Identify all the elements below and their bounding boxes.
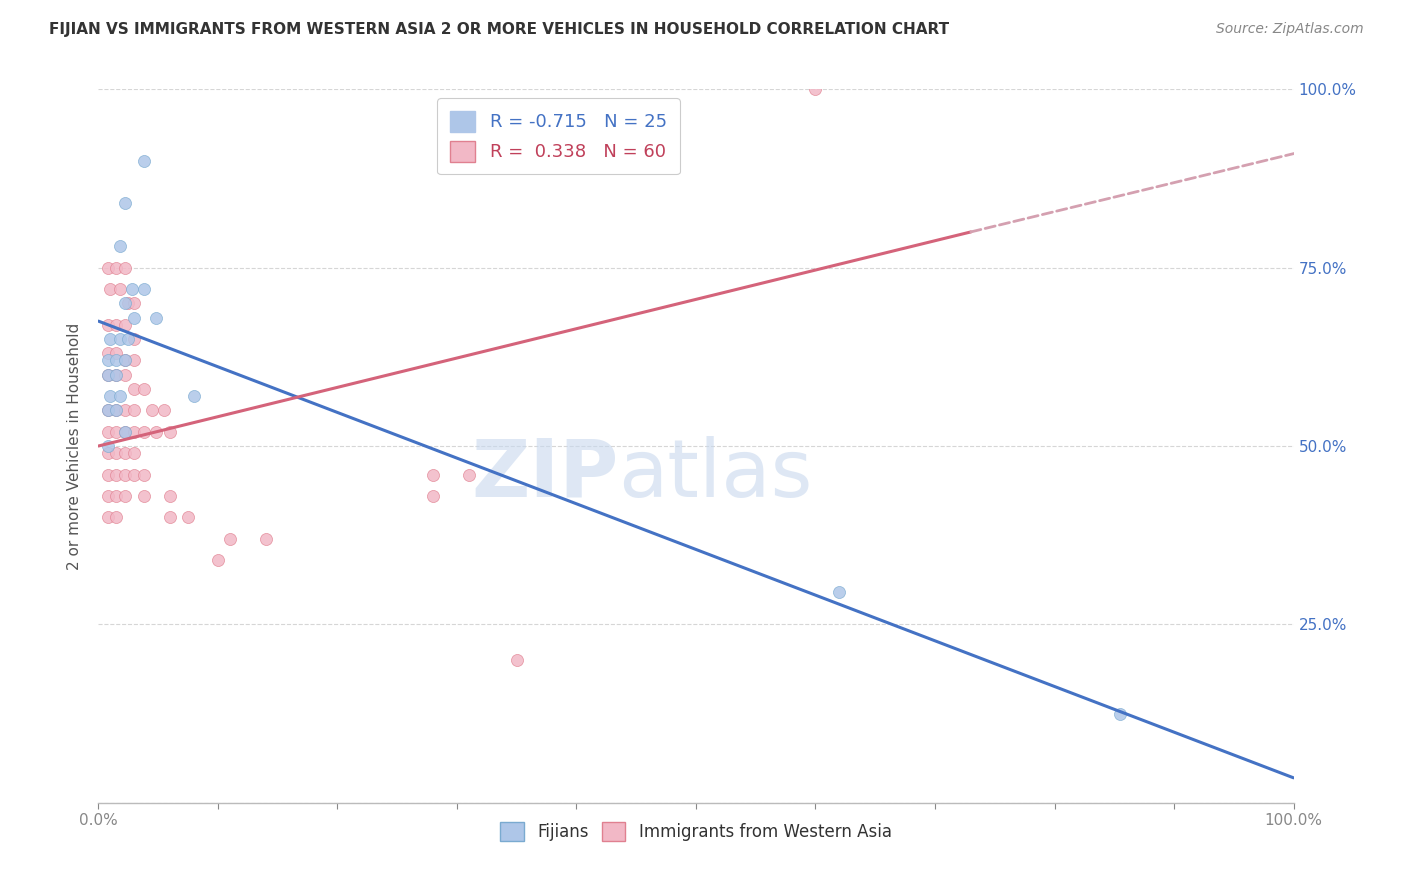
Point: [132, 489, 155, 503]
Text: atlas: atlas: [619, 435, 813, 514]
Point: [114, 353, 136, 368]
Point: [97, 368, 120, 382]
Point: [124, 446, 146, 460]
Point: [121, 282, 143, 296]
Point: [145, 310, 167, 325]
Point: [114, 260, 136, 275]
Point: [97, 467, 120, 482]
Point: [97, 446, 120, 460]
Point: [117, 296, 139, 310]
Point: [124, 425, 146, 439]
Point: [105, 353, 128, 368]
Point: [97, 260, 120, 275]
Text: FIJIAN VS IMMIGRANTS FROM WESTERN ASIA 2 OR MORE VEHICLES IN HOUSEHOLD CORRELATI: FIJIAN VS IMMIGRANTS FROM WESTERN ASIA 2…: [49, 22, 949, 37]
Point: [108, 389, 131, 403]
Point: [114, 425, 136, 439]
Point: [108, 282, 131, 296]
Point: [105, 425, 128, 439]
Point: [159, 425, 181, 439]
Point: [98, 282, 122, 296]
Point: [114, 425, 136, 439]
Point: [105, 403, 128, 417]
Legend: Fijians, Immigrants from Western Asia: Fijians, Immigrants from Western Asia: [494, 815, 898, 848]
Point: [114, 403, 136, 417]
Point: [141, 403, 163, 417]
Point: [105, 318, 128, 332]
Point: [124, 296, 146, 310]
Point: [422, 467, 444, 482]
Point: [105, 446, 128, 460]
Point: [132, 425, 155, 439]
Point: [145, 425, 167, 439]
Point: [114, 196, 136, 211]
Point: [159, 510, 181, 524]
Point: [105, 489, 128, 503]
Point: [97, 425, 120, 439]
Point: [105, 260, 128, 275]
Point: [506, 653, 529, 667]
Point: [114, 446, 136, 460]
Text: Source: ZipAtlas.com: Source: ZipAtlas.com: [1216, 22, 1364, 37]
Text: ZIP: ZIP: [471, 435, 619, 514]
Point: [105, 467, 128, 482]
Point: [124, 467, 146, 482]
Point: [105, 403, 128, 417]
Point: [97, 318, 120, 332]
Point: [124, 332, 146, 346]
Point: [159, 489, 181, 503]
Point: [114, 318, 136, 332]
Point: [108, 332, 131, 346]
Point: [114, 467, 136, 482]
Point: [114, 368, 136, 382]
Point: [458, 467, 481, 482]
Point: [98, 389, 122, 403]
Point: [183, 389, 205, 403]
Point: [132, 382, 155, 396]
Point: [422, 489, 444, 503]
Point: [153, 403, 176, 417]
Point: [97, 368, 120, 382]
Point: [114, 489, 136, 503]
Point: [97, 510, 120, 524]
Point: [97, 439, 120, 453]
Point: [132, 282, 155, 296]
Y-axis label: 2 or more Vehicles in Household: 2 or more Vehicles in Household: [67, 322, 83, 570]
Point: [207, 553, 229, 567]
Point: [105, 510, 128, 524]
Point: [108, 239, 131, 253]
Point: [105, 346, 128, 360]
Point: [124, 403, 146, 417]
Point: [97, 403, 120, 417]
Point: [124, 353, 146, 368]
Point: [98, 332, 122, 346]
Point: [97, 403, 120, 417]
Point: [124, 382, 146, 396]
Point: [177, 510, 200, 524]
Point: [97, 489, 120, 503]
Point: [124, 310, 146, 325]
Point: [219, 532, 242, 546]
Point: [97, 346, 120, 360]
Point: [105, 368, 128, 382]
Point: [254, 532, 277, 546]
Point: [132, 467, 155, 482]
Point: [97, 353, 120, 368]
Point: [1109, 706, 1132, 721]
Point: [117, 332, 139, 346]
Point: [804, 82, 827, 96]
Point: [105, 368, 128, 382]
Point: [828, 585, 851, 599]
Point: [132, 153, 155, 168]
Point: [114, 296, 136, 310]
Point: [114, 353, 136, 368]
